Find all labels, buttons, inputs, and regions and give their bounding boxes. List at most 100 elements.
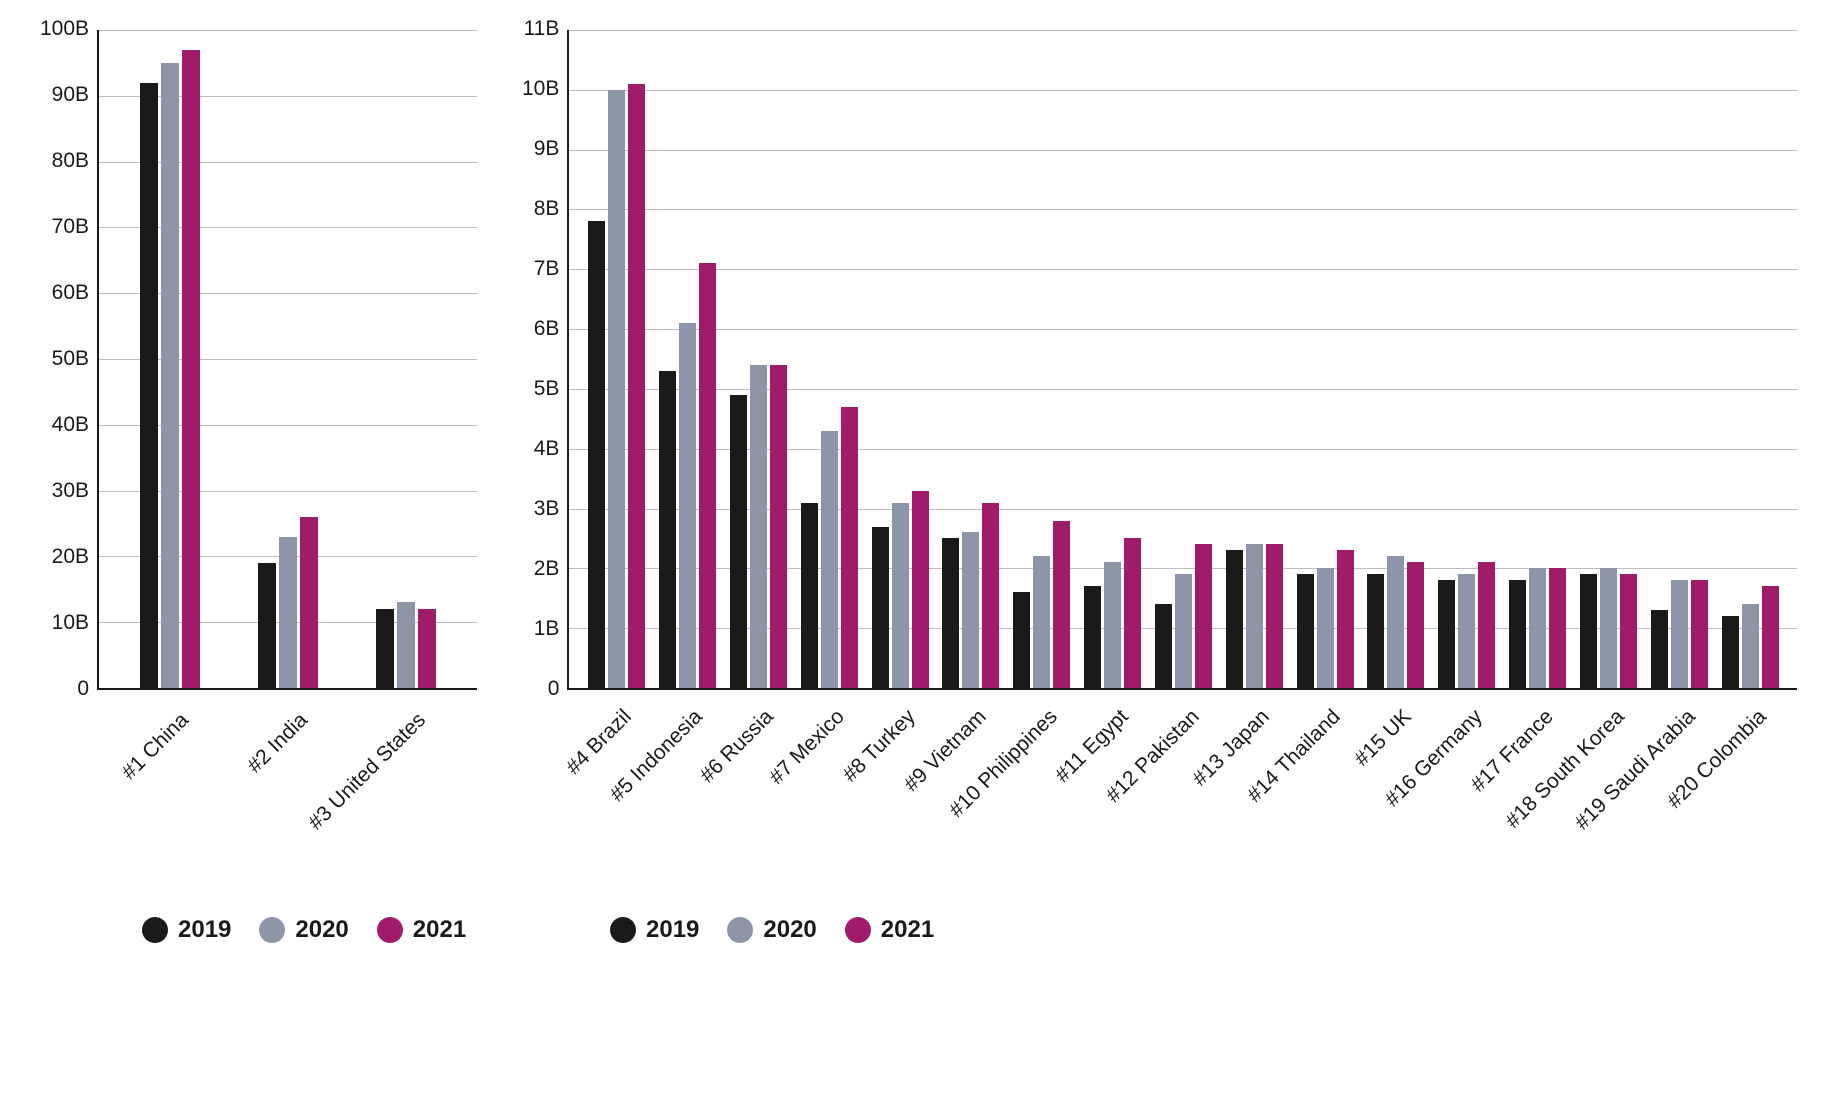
- bar-2019: [1438, 580, 1455, 688]
- bar-2019: [376, 609, 394, 688]
- bar-2021: [1124, 538, 1141, 688]
- bar-group: [1219, 30, 1290, 688]
- x-tick-label: #13 Japan: [1233, 680, 1302, 749]
- bar-2020: [1246, 544, 1263, 688]
- bar-group: [794, 30, 865, 688]
- bar-group: [1431, 30, 1502, 688]
- bar-2019: [1509, 580, 1526, 688]
- legend-item-2019: 2019: [610, 916, 699, 944]
- bar-2019: [801, 503, 818, 688]
- bar-group: [229, 30, 347, 688]
- x-tick-label: #20 Colombia: [1729, 680, 1798, 749]
- bar-group: [1290, 30, 1361, 688]
- legend-label: 2019: [178, 916, 231, 944]
- bar-2019: [1722, 616, 1739, 688]
- y-axis: 100B90B80B70B60B50B40B30B20B10B0: [40, 30, 97, 690]
- bar-2021: [770, 365, 787, 688]
- legend-item-2020: 2020: [259, 916, 348, 944]
- legend-swatch: [727, 917, 753, 943]
- bar-2019: [730, 395, 747, 688]
- bar-2021: [699, 263, 716, 688]
- bar-group: [1573, 30, 1644, 688]
- bar-2019: [1155, 604, 1172, 688]
- bar-2020: [750, 365, 767, 688]
- x-tick-label: #11 Egypt: [1091, 680, 1160, 749]
- x-tick-label: #9 Vietnam: [949, 680, 1018, 749]
- x-tick-label: #16 Germany: [1446, 680, 1515, 749]
- legend: 2019 2020 2021: [102, 916, 482, 944]
- bar-2021: [1195, 544, 1212, 688]
- bar-2020: [1317, 568, 1334, 688]
- bar-group: [1148, 30, 1219, 688]
- bar-2019: [942, 538, 959, 688]
- chart-panel-rest: 11B10B9B8B7B6B5B4B3B2B1B0 #4 Brazil#5 In…: [522, 30, 1800, 944]
- bar-group: [1360, 30, 1431, 688]
- bar-2021: [1478, 562, 1495, 688]
- bar-2020: [1742, 604, 1759, 688]
- bar-2020: [1175, 574, 1192, 688]
- y-axis: 11B10B9B8B7B6B5B4B3B2B1B0: [522, 30, 567, 690]
- x-axis: #1 China#2 India#3 United States: [102, 700, 482, 726]
- bar-2020: [397, 602, 415, 688]
- legend: 2019 2020 2021: [570, 916, 1800, 944]
- bar-group: [1644, 30, 1715, 688]
- bar-2021: [1053, 521, 1070, 688]
- bar-2020: [1671, 580, 1688, 688]
- bar-2021: [1266, 544, 1283, 688]
- bar-2021: [1549, 568, 1566, 688]
- bar-2020: [679, 323, 696, 688]
- plot-area: [567, 30, 1797, 690]
- bar-2020: [1600, 568, 1617, 688]
- bar-2020: [1104, 562, 1121, 688]
- bar-2021: [628, 84, 645, 688]
- bar-group: [652, 30, 723, 688]
- x-tick-label: #5 Indonesia: [665, 680, 734, 749]
- bar-2019: [1226, 550, 1243, 688]
- bar-2020: [1387, 556, 1404, 688]
- plot-area: [97, 30, 477, 690]
- bar-group: [347, 30, 465, 688]
- bar-2019: [258, 563, 276, 688]
- x-tick-label: #8 Turkey: [878, 680, 947, 749]
- legend-label: 2021: [413, 916, 466, 944]
- legend-item-2020: 2020: [727, 916, 816, 944]
- chart-panel-top3: 100B90B80B70B60B50B40B30B20B10B0 #1 Chin…: [40, 30, 482, 944]
- x-tick-label: #19 Saudi Arabia: [1659, 680, 1728, 749]
- bar-2021: [418, 609, 436, 688]
- bar-2021: [182, 50, 200, 688]
- bar-2021: [1407, 562, 1424, 688]
- bar-2020: [279, 537, 297, 688]
- bars-container: [569, 30, 1797, 688]
- legend-swatch: [259, 917, 285, 943]
- legend-label: 2021: [881, 916, 934, 944]
- x-tick-label: #18 South Korea: [1588, 680, 1657, 749]
- bar-2019: [1580, 574, 1597, 688]
- bar-2020: [821, 431, 838, 688]
- bar-2019: [872, 527, 889, 689]
- bar-2020: [161, 63, 179, 688]
- bar-2019: [659, 371, 676, 688]
- bar-2019: [1651, 610, 1668, 688]
- legend-swatch: [142, 917, 168, 943]
- chart-area: 11B10B9B8B7B6B5B4B3B2B1B0: [522, 30, 1800, 690]
- bar-2021: [841, 407, 858, 688]
- x-tick-label: #14 Thailand: [1304, 680, 1373, 749]
- legend-swatch: [845, 917, 871, 943]
- bar-2020: [1458, 574, 1475, 688]
- bar-group: [1006, 30, 1077, 688]
- legend-label: 2019: [646, 916, 699, 944]
- bar-2019: [588, 221, 605, 688]
- legend-item-2021: 2021: [845, 916, 934, 944]
- legend-item-2019: 2019: [142, 916, 231, 944]
- legend-label: 2020: [295, 916, 348, 944]
- x-tick-label: #7 Mexico: [807, 680, 876, 749]
- legend-swatch: [377, 917, 403, 943]
- bar-group: [723, 30, 794, 688]
- bar-group: [1502, 30, 1573, 688]
- bar-2020: [892, 503, 909, 688]
- bar-group: [581, 30, 652, 688]
- bar-2021: [1337, 550, 1354, 688]
- x-axis: #4 Brazil#5 Indonesia#6 Russia#7 Mexico#…: [570, 700, 1800, 726]
- bar-2020: [962, 532, 979, 688]
- bar-group: [865, 30, 936, 688]
